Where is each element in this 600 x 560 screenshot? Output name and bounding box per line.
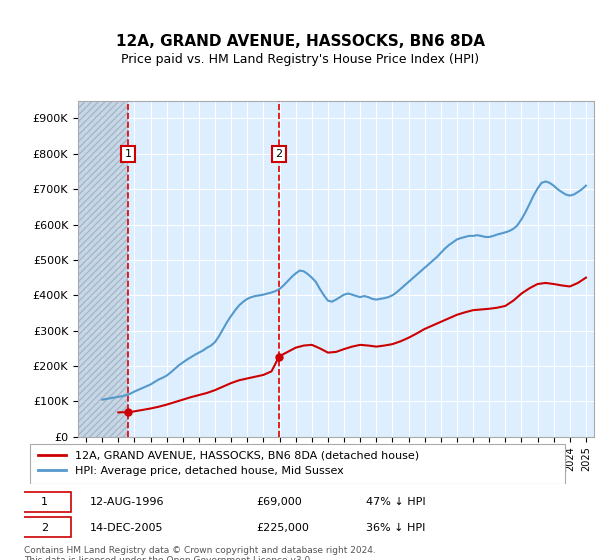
Text: Contains HM Land Registry data © Crown copyright and database right 2024.
This d: Contains HM Land Registry data © Crown c… [24,546,376,560]
FancyBboxPatch shape [19,492,71,512]
Text: 1: 1 [125,149,131,159]
Text: Price paid vs. HM Land Registry's House Price Index (HPI): Price paid vs. HM Land Registry's House … [121,53,479,66]
Text: 14-DEC-2005: 14-DEC-2005 [90,522,164,533]
Text: 12A, GRAND AVENUE, HASSOCKS, BN6 8DA: 12A, GRAND AVENUE, HASSOCKS, BN6 8DA [115,34,485,49]
Text: 2: 2 [41,522,48,533]
Text: 1: 1 [41,497,48,507]
Text: 47% ↓ HPI: 47% ↓ HPI [366,497,426,507]
Text: 2: 2 [275,149,283,159]
FancyBboxPatch shape [29,444,565,483]
Text: £225,000: £225,000 [256,522,309,533]
FancyBboxPatch shape [19,517,71,537]
Text: 12-AUG-1996: 12-AUG-1996 [90,497,165,507]
Text: 36% ↓ HPI: 36% ↓ HPI [366,522,425,533]
Text: £69,000: £69,000 [256,497,302,507]
Legend: 12A, GRAND AVENUE, HASSOCKS, BN6 8DA (detached house), HPI: Average price, detac: 12A, GRAND AVENUE, HASSOCKS, BN6 8DA (de… [35,447,422,479]
